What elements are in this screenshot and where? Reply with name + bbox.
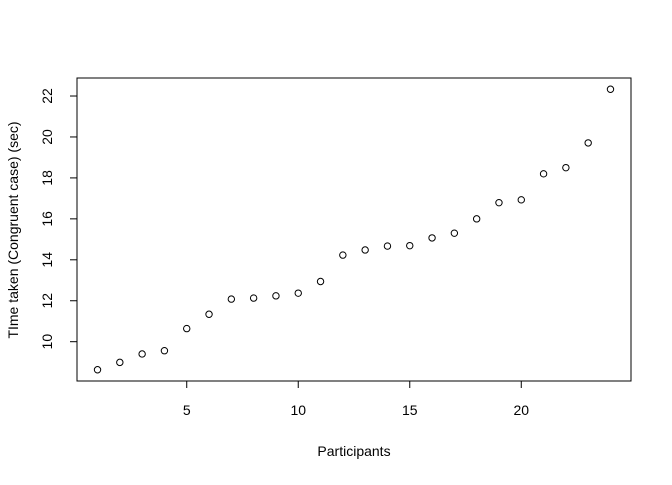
y-tick-label: 22 [39,88,55,104]
data-point [562,163,570,172]
data-point [116,358,124,367]
x-axis: 5 10 15 20 [183,380,529,418]
data-point [383,242,392,250]
y-tick-label: 14 [39,252,55,268]
data-point [294,289,302,297]
y-tick-label: 16 [39,211,55,227]
y-tick-label: 20 [39,129,55,145]
data-point [428,234,436,242]
data-point [361,246,369,254]
data-point [495,198,503,207]
y-axis-label: TIme taken (Congruent case) (sec) [5,121,21,338]
x-tick-label: 15 [402,402,418,418]
data-point [249,294,258,302]
data-point [183,324,191,333]
x-axis-label: Participants [317,443,390,459]
x-tick-label: 10 [290,402,306,418]
data-point [339,251,347,259]
x-tick-label: 20 [513,402,529,418]
data-point [450,229,459,237]
x-tick-label: 5 [183,402,191,418]
data-point [138,350,146,358]
y-tick-label: 18 [39,170,55,186]
data-point [93,366,102,374]
data-point [517,196,525,204]
data-point [584,139,592,147]
y-tick-label: 10 [39,334,55,350]
y-axis: 10 12 14 16 18 20 22 [39,88,78,350]
plot-frame [76,77,632,382]
data-point [406,241,414,250]
y-tick-label: 12 [39,293,55,309]
data-point [606,85,615,93]
data-point [316,277,325,286]
data-point [472,215,481,223]
data-point [160,347,169,355]
data-points [93,85,615,374]
data-point [205,310,213,318]
data-point [539,170,548,178]
data-point [272,292,280,300]
data-point [227,295,236,303]
